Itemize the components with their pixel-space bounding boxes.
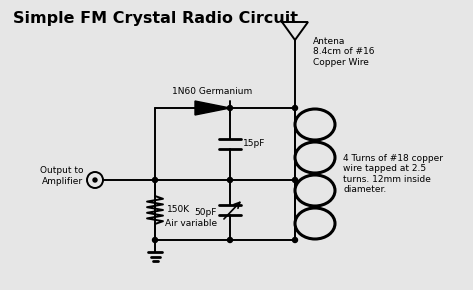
- Text: 50pF
Air variable: 50pF Air variable: [165, 208, 217, 228]
- Circle shape: [292, 106, 298, 110]
- Circle shape: [93, 178, 97, 182]
- Text: Output to
Amplifier: Output to Amplifier: [40, 166, 83, 186]
- Text: 4 Turns of #18 copper
wire tapped at 2.5
turns. 12mm inside
diameter.: 4 Turns of #18 copper wire tapped at 2.5…: [343, 154, 443, 194]
- Circle shape: [152, 238, 158, 242]
- Text: 15pF: 15pF: [243, 139, 265, 148]
- Circle shape: [228, 177, 233, 182]
- Text: 1N60 Germanium: 1N60 Germanium: [172, 87, 253, 96]
- Circle shape: [228, 106, 233, 110]
- Circle shape: [292, 238, 298, 242]
- Circle shape: [292, 177, 298, 182]
- Text: Antena
8.4cm of #16
Copper Wire: Antena 8.4cm of #16 Copper Wire: [313, 37, 375, 67]
- Circle shape: [152, 177, 158, 182]
- Polygon shape: [195, 101, 230, 115]
- Text: 150K: 150K: [167, 206, 190, 215]
- Circle shape: [228, 238, 233, 242]
- Text: Simple FM Crystal Radio Circuit: Simple FM Crystal Radio Circuit: [12, 10, 298, 26]
